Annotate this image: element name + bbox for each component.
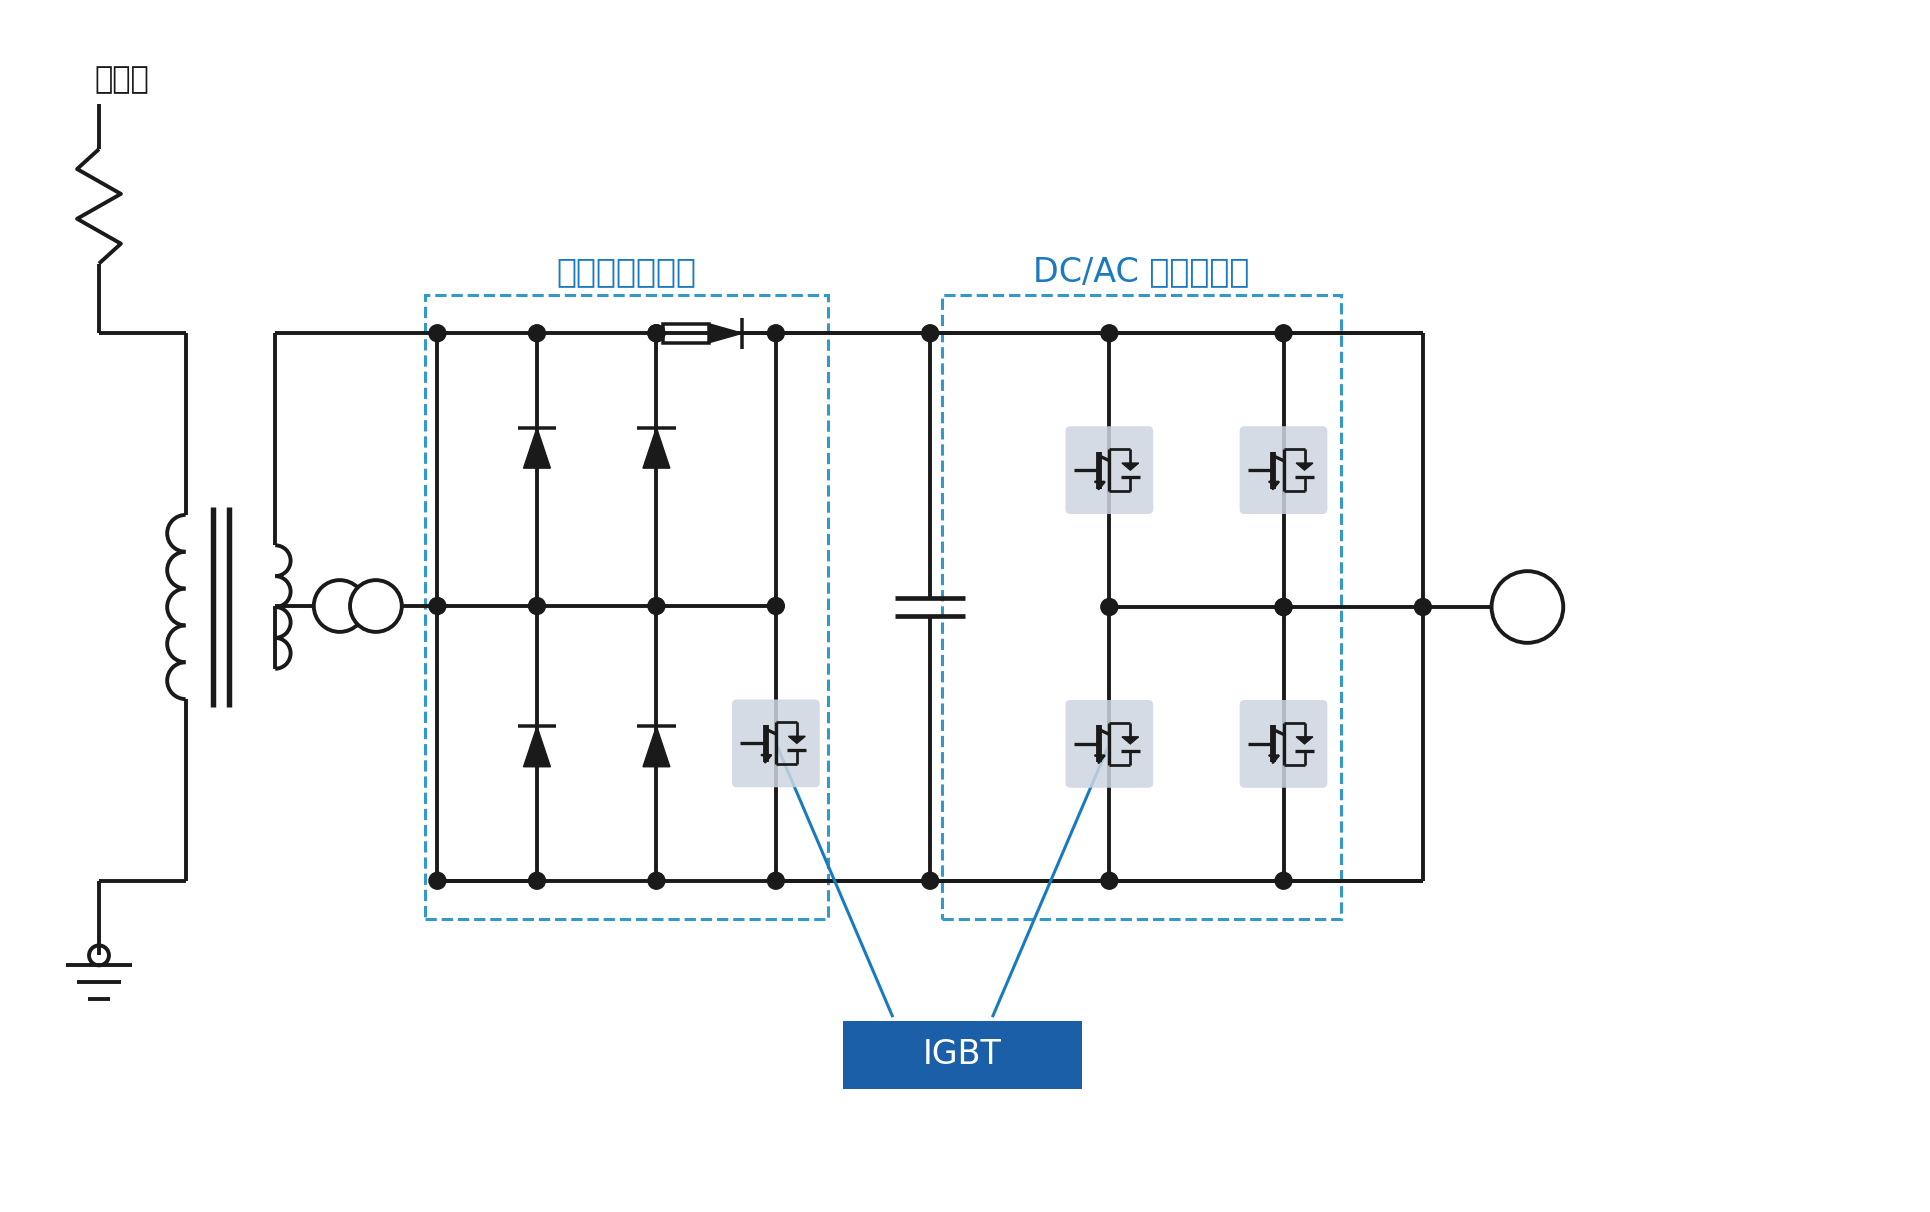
Bar: [425, 296, 828, 919]
Circle shape: [923, 325, 938, 342]
Bar: [942, 296, 1341, 919]
Circle shape: [428, 873, 446, 890]
Polygon shape: [523, 726, 550, 767]
Circle shape: [648, 325, 664, 342]
Bar: [664, 324, 708, 343]
Circle shape: [1276, 599, 1291, 616]
Circle shape: [529, 325, 546, 342]
Polygon shape: [1121, 737, 1139, 744]
Text: 交流线: 交流线: [95, 65, 149, 93]
Circle shape: [648, 598, 664, 614]
Circle shape: [1276, 325, 1291, 342]
Polygon shape: [789, 737, 805, 743]
Polygon shape: [1297, 463, 1312, 470]
Circle shape: [349, 581, 401, 631]
FancyBboxPatch shape: [731, 699, 820, 788]
Circle shape: [1100, 599, 1117, 616]
FancyBboxPatch shape: [1239, 427, 1328, 514]
Circle shape: [1100, 873, 1117, 890]
Text: IGBT: IGBT: [923, 1039, 1002, 1071]
Circle shape: [1276, 873, 1291, 890]
Polygon shape: [1297, 737, 1312, 744]
FancyBboxPatch shape: [1065, 427, 1154, 514]
Circle shape: [428, 325, 446, 342]
Polygon shape: [710, 324, 743, 343]
Text: DC/AC 变频器部分: DC/AC 变频器部分: [1033, 255, 1251, 288]
FancyBboxPatch shape: [1065, 701, 1154, 788]
Circle shape: [768, 598, 784, 614]
Circle shape: [768, 873, 784, 890]
Circle shape: [648, 325, 664, 342]
Circle shape: [428, 598, 446, 614]
Circle shape: [1100, 325, 1117, 342]
Polygon shape: [1121, 463, 1139, 470]
Polygon shape: [643, 428, 670, 468]
Text: 整流器，斩波器: 整流器，斩波器: [556, 255, 697, 288]
FancyBboxPatch shape: [1239, 701, 1328, 788]
Circle shape: [1276, 599, 1291, 616]
Bar: [843, 1021, 1083, 1088]
Circle shape: [529, 873, 546, 890]
Circle shape: [315, 581, 365, 631]
Polygon shape: [523, 428, 550, 468]
Circle shape: [923, 873, 938, 890]
Circle shape: [648, 873, 664, 890]
Circle shape: [529, 598, 546, 614]
Circle shape: [768, 325, 784, 342]
Polygon shape: [643, 726, 670, 767]
Circle shape: [1415, 599, 1432, 616]
